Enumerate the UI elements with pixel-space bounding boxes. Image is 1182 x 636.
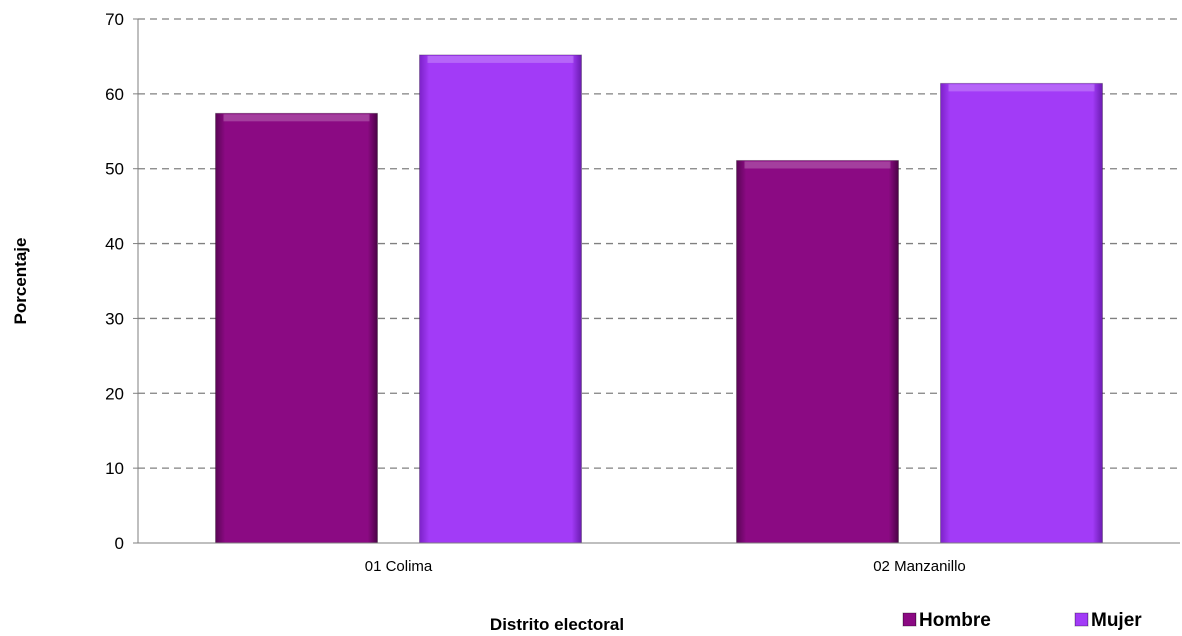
axes bbox=[133, 18, 1180, 544]
bar-hombre-2 bbox=[736, 159, 899, 544]
y-tick-label: 70 bbox=[105, 10, 124, 29]
bar bbox=[736, 160, 899, 544]
bar bbox=[419, 54, 582, 543]
bar-highlight bbox=[427, 55, 574, 63]
bars bbox=[215, 54, 1103, 544]
x-tick-label: 01 Colima bbox=[365, 558, 433, 575]
y-tick-label: 30 bbox=[105, 309, 124, 328]
bar-highlight bbox=[223, 114, 370, 122]
y-tick-label: 40 bbox=[105, 235, 124, 254]
legend-label: Mujer bbox=[1091, 610, 1142, 631]
y-tick-label: 60 bbox=[105, 85, 124, 104]
legend-swatch bbox=[1074, 612, 1089, 627]
x-tick-label: 02 Manzanillo bbox=[873, 558, 966, 575]
y-tick-labels: 0 10 20 30 40 50 60 70 bbox=[105, 10, 124, 553]
legend: Hombre Mujer bbox=[902, 610, 1142, 631]
bar-mujer-1 bbox=[419, 54, 582, 544]
bar-mujer-2 bbox=[940, 82, 1103, 544]
legend-item-mujer: Mujer bbox=[1074, 610, 1142, 631]
legend-label: Hombre bbox=[919, 610, 991, 631]
y-tick-label: 50 bbox=[105, 160, 124, 179]
bar bbox=[215, 113, 378, 543]
y-tick-label: 10 bbox=[105, 459, 124, 478]
legend-swatch bbox=[902, 612, 917, 627]
x-tick-labels: 01 Colima 02 Manzanillo bbox=[365, 558, 966, 575]
legend-item-hombre: Hombre bbox=[902, 610, 991, 631]
bar-highlight bbox=[948, 84, 1095, 92]
bar-hombre-1 bbox=[215, 112, 378, 544]
y-tick-label: 20 bbox=[105, 384, 124, 403]
y-tick-label: 0 bbox=[115, 534, 124, 553]
x-axis-title: Distrito electoral bbox=[490, 615, 624, 634]
y-axis-title: Porcentaje bbox=[11, 238, 30, 325]
bar-highlight bbox=[744, 161, 891, 169]
bar bbox=[940, 83, 1103, 544]
